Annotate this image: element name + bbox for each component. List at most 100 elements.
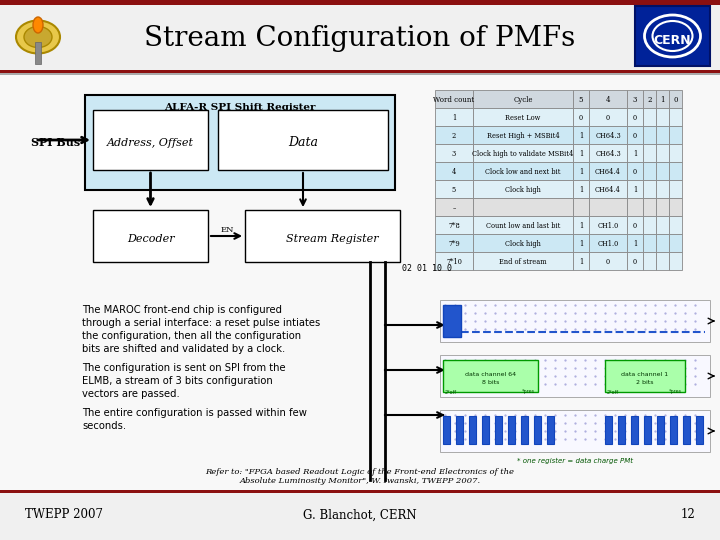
Text: 2: 2 [452, 132, 456, 140]
Bar [627, 216, 643, 234]
Bar [643, 90, 656, 108]
Text: CH64.4: CH64.4 [595, 186, 621, 194]
Bar [589, 216, 627, 234]
Text: 3: 3 [452, 150, 456, 158]
Bar [435, 126, 473, 144]
Circle shape [16, 21, 60, 53]
Text: 4: 4 [606, 96, 611, 104]
Bar [643, 144, 656, 162]
Bar [0, 490, 720, 493]
Text: through a serial interface: a reset pulse intiates: through a serial interface: a reset puls… [82, 318, 320, 328]
Text: Decoder: Decoder [127, 234, 174, 244]
Text: 1: 1 [452, 114, 456, 122]
Text: the configuration, then all the configuration: the configuration, then all the configur… [82, 331, 301, 341]
Text: Data: Data [288, 137, 318, 150]
Bar [627, 198, 643, 216]
Text: Clock high: Clock high [505, 240, 541, 248]
Bar [656, 90, 669, 108]
Bar [495, 416, 502, 444]
Bar [443, 416, 450, 444]
Bar [605, 416, 612, 444]
Text: 7*10: 7*10 [446, 258, 462, 266]
Ellipse shape [33, 17, 43, 33]
Text: 5: 5 [452, 186, 456, 194]
Text: data channel 1: data channel 1 [621, 372, 669, 376]
Text: Clock low and next bit: Clock low and next bit [485, 168, 561, 176]
Bar [643, 180, 656, 198]
Bar [669, 234, 682, 252]
Bar [508, 416, 515, 444]
Circle shape [24, 26, 52, 48]
Text: Reset Low: Reset Low [505, 114, 541, 122]
Bar [635, 6, 710, 66]
Bar [643, 108, 656, 126]
Bar [435, 216, 473, 234]
Bar [456, 416, 463, 444]
Text: 1: 1 [633, 150, 637, 158]
Text: TWEPP 2007: TWEPP 2007 [25, 509, 103, 522]
Bar [669, 180, 682, 198]
Bar [589, 126, 627, 144]
Text: 0: 0 [633, 222, 637, 230]
Text: CERN: CERN [654, 35, 691, 48]
Bar [473, 162, 573, 180]
Bar [573, 234, 589, 252]
Bar [669, 162, 682, 180]
Text: 1: 1 [579, 150, 583, 158]
Bar [0, 75, 720, 490]
Text: CH1.0: CH1.0 [598, 222, 618, 230]
Bar [589, 144, 627, 162]
Bar [589, 90, 627, 108]
Bar [573, 252, 589, 270]
Text: bits are shifted and validated by a clock.: bits are shifted and validated by a cloc… [82, 344, 285, 354]
Bar [656, 144, 669, 162]
Bar [469, 416, 476, 444]
Bar [0, 493, 720, 540]
Text: 3: 3 [633, 96, 637, 104]
Text: CH64.3: CH64.3 [595, 150, 621, 158]
Bar [627, 90, 643, 108]
Bar [440, 300, 710, 342]
Text: EN: EN [220, 226, 234, 234]
Bar [93, 110, 208, 170]
Text: Clock high to validate MSBit4: Clock high to validate MSBit4 [472, 150, 574, 158]
Text: Stream Register: Stream Register [286, 234, 379, 244]
Bar [656, 216, 669, 234]
Bar [440, 355, 710, 397]
Text: ELMB, a stream of 3 bits configuration: ELMB, a stream of 3 bits configuration [82, 376, 273, 386]
Text: 1: 1 [579, 186, 583, 194]
Bar [85, 95, 395, 190]
Bar [643, 162, 656, 180]
Bar [93, 210, 208, 262]
Bar [627, 162, 643, 180]
Bar [473, 126, 573, 144]
Bar [669, 252, 682, 270]
Bar [696, 416, 703, 444]
Bar [643, 126, 656, 144]
Bar [573, 144, 589, 162]
Text: seconds.: seconds. [82, 421, 126, 431]
Bar [443, 360, 538, 392]
Bar [245, 210, 400, 262]
Text: 5: 5 [579, 96, 583, 104]
Bar [656, 252, 669, 270]
Bar [589, 108, 627, 126]
Text: 4: 4 [452, 168, 456, 176]
Text: Count low and last bit: Count low and last bit [486, 222, 560, 230]
Bar [631, 416, 638, 444]
Text: Stream Configuration of PMFs: Stream Configuration of PMFs [145, 24, 575, 51]
Bar [643, 216, 656, 234]
Bar [534, 416, 541, 444]
Bar [683, 416, 690, 444]
Bar [669, 90, 682, 108]
Text: 0: 0 [579, 114, 583, 122]
Bar [0, 70, 720, 73]
Text: 02 01 10 0: 02 01 10 0 [402, 264, 452, 273]
Bar [573, 126, 589, 144]
Bar [435, 90, 473, 108]
Bar [435, 234, 473, 252]
Bar [657, 416, 664, 444]
Text: 1: 1 [633, 186, 637, 194]
Bar [643, 252, 656, 270]
Text: Word count: Word count [433, 96, 474, 104]
